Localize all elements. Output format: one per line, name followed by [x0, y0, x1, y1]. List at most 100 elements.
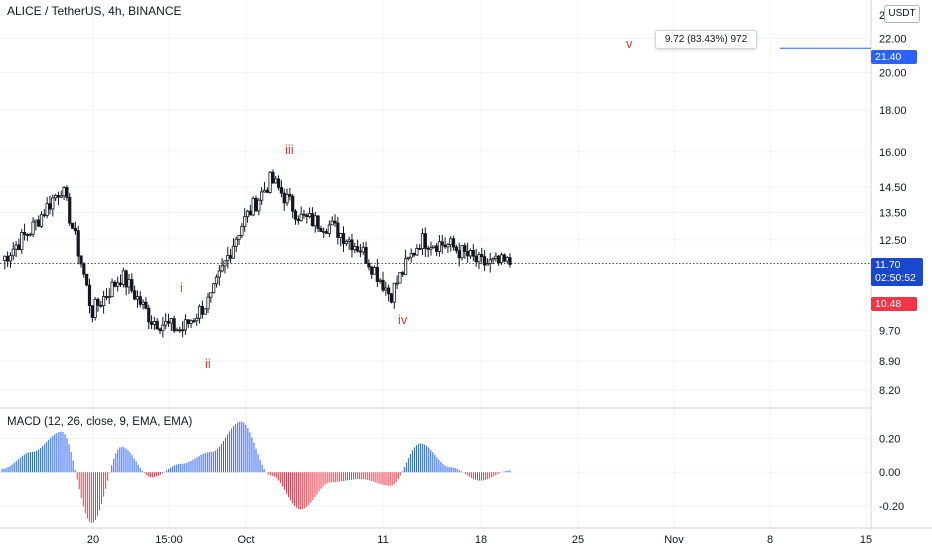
- candle: [389, 292, 394, 304]
- candle: [367, 259, 371, 271]
- candle: [361, 242, 365, 256]
- candlestick-series: [3, 169, 512, 338]
- candle: [327, 220, 331, 238]
- time-tick-label: 25: [572, 534, 584, 546]
- candle: [474, 248, 478, 267]
- macd-histogram-series: [1, 421, 511, 523]
- time-tick-label: 18: [475, 534, 487, 546]
- time-tick-label: Nov: [664, 534, 684, 546]
- candle: [260, 187, 264, 205]
- candle: [183, 314, 188, 335]
- currency-unit-badge[interactable]: USDT: [884, 5, 920, 23]
- candle: [234, 236, 238, 252]
- wave-label-i: i: [180, 280, 183, 295]
- candle: [375, 258, 379, 288]
- candle: [291, 194, 295, 219]
- candle: [110, 278, 114, 298]
- candle: [87, 278, 92, 314]
- candle: [28, 232, 32, 237]
- candle: [248, 204, 252, 216]
- candle: [203, 308, 207, 315]
- candle: [195, 313, 199, 326]
- candle: [302, 209, 306, 219]
- candle: [118, 274, 123, 288]
- candle: [324, 228, 329, 234]
- candle: [130, 273, 134, 294]
- candle: [347, 236, 351, 250]
- candle: [104, 288, 109, 301]
- candle: [282, 188, 286, 211]
- time-axis-ticks: 20 15:00 Oct 11 18 25 Nov 8 15: [87, 534, 872, 546]
- candle: [491, 257, 495, 265]
- candle: [466, 242, 470, 263]
- candle: [387, 284, 391, 302]
- candle: [90, 305, 94, 323]
- candle: [265, 187, 269, 194]
- candle: [133, 285, 137, 301]
- candle: [79, 255, 83, 268]
- candle: [8, 252, 13, 268]
- macd-indicator-title[interactable]: MACD (12, 26, close, 9, EMA, EMA): [7, 416, 193, 428]
- candle: [457, 242, 461, 267]
- candle: [339, 232, 343, 247]
- price-tick-label: 20.00: [879, 67, 907, 79]
- candle: [6, 251, 10, 267]
- candle: [37, 215, 41, 227]
- candle: [364, 241, 368, 265]
- candle: [279, 180, 284, 198]
- candle: [316, 215, 320, 232]
- last-price-value: 11.70: [875, 259, 901, 271]
- candle: [508, 253, 512, 268]
- price-axis-ticks: 22.00 20.00 18.00 16.00 14.50 13.50 12.50 9.70 8…: [879, 10, 907, 397]
- candle: [276, 175, 281, 191]
- candle: [502, 253, 506, 263]
- candle: [48, 195, 52, 215]
- price-tick-label: 12.50: [879, 235, 907, 247]
- candle: [116, 276, 120, 292]
- candle: [164, 313, 168, 330]
- candle: [333, 214, 337, 227]
- wave-label-v: v: [626, 36, 633, 51]
- candle: [437, 235, 442, 257]
- candle: [268, 170, 272, 194]
- candle: [468, 248, 473, 260]
- candle: [477, 251, 481, 270]
- candle: [31, 217, 35, 238]
- candle: [435, 243, 439, 257]
- candle: [353, 242, 357, 254]
- macd-tick-label: 0.00: [879, 467, 900, 479]
- candle: [285, 188, 289, 207]
- candle: [257, 197, 261, 216]
- candle: [54, 193, 58, 201]
- wave-label-iv: iv: [398, 312, 408, 327]
- candle: [141, 299, 145, 310]
- macd-tick-label: -0.20: [879, 501, 904, 513]
- candle: [271, 169, 275, 184]
- candle: [485, 258, 490, 266]
- candle: [406, 256, 411, 261]
- candle: [310, 207, 315, 227]
- candle: [440, 234, 444, 254]
- candle: [494, 252, 498, 262]
- time-tick-label: 8: [767, 534, 773, 546]
- candle: [189, 319, 193, 328]
- candle: [398, 272, 402, 284]
- time-tick-label: 15:00: [155, 534, 183, 546]
- candle: [293, 208, 298, 225]
- candle: [228, 248, 233, 264]
- wave-label-iii: iii: [285, 142, 294, 157]
- candle: [138, 291, 142, 308]
- candle: [488, 252, 492, 273]
- candle: [206, 292, 210, 313]
- candle: [296, 215, 300, 225]
- price-tick-label: 18.00: [879, 105, 907, 117]
- candle: [240, 223, 244, 239]
- candle: [420, 228, 425, 255]
- candle: [223, 260, 227, 274]
- candle: [482, 250, 487, 272]
- macd-tick-label: 0.20: [879, 433, 900, 445]
- candle: [68, 192, 72, 227]
- bar-countdown: 02:50:52: [875, 272, 916, 284]
- candle: [254, 195, 258, 212]
